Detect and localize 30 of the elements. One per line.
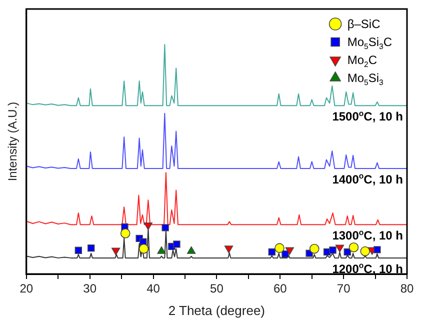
- x-tick-label: 80: [400, 282, 414, 296]
- point: [162, 224, 169, 232]
- point: [268, 248, 276, 256]
- x-tick-label: 70: [336, 282, 351, 296]
- point: [144, 222, 152, 230]
- x-tick-label: 60: [273, 282, 288, 296]
- x-tick-label: 40: [146, 282, 160, 296]
- point: [88, 244, 95, 252]
- x-tick-label: 30: [83, 282, 97, 296]
- point: [329, 246, 336, 254]
- point: [309, 244, 320, 254]
- point: [112, 248, 120, 256]
- legend-label: β–SiC: [347, 17, 381, 31]
- x-axis-title: 2 Theta (degree): [168, 302, 266, 318]
- point: [187, 246, 196, 254]
- point: [374, 246, 381, 254]
- point: [120, 228, 130, 238]
- point: [348, 242, 359, 252]
- point: [282, 250, 289, 258]
- point: [74, 246, 82, 254]
- point: [360, 246, 370, 256]
- point: [274, 243, 284, 253]
- y-axis-title: Intensity (A.U.): [6, 102, 20, 182]
- x-tick-label: 20: [20, 282, 34, 296]
- x-tick-label: 50: [210, 282, 224, 296]
- point: [224, 246, 234, 254]
- point: [173, 240, 180, 248]
- point: [138, 244, 149, 254]
- point: [335, 244, 344, 252]
- point: [157, 246, 166, 254]
